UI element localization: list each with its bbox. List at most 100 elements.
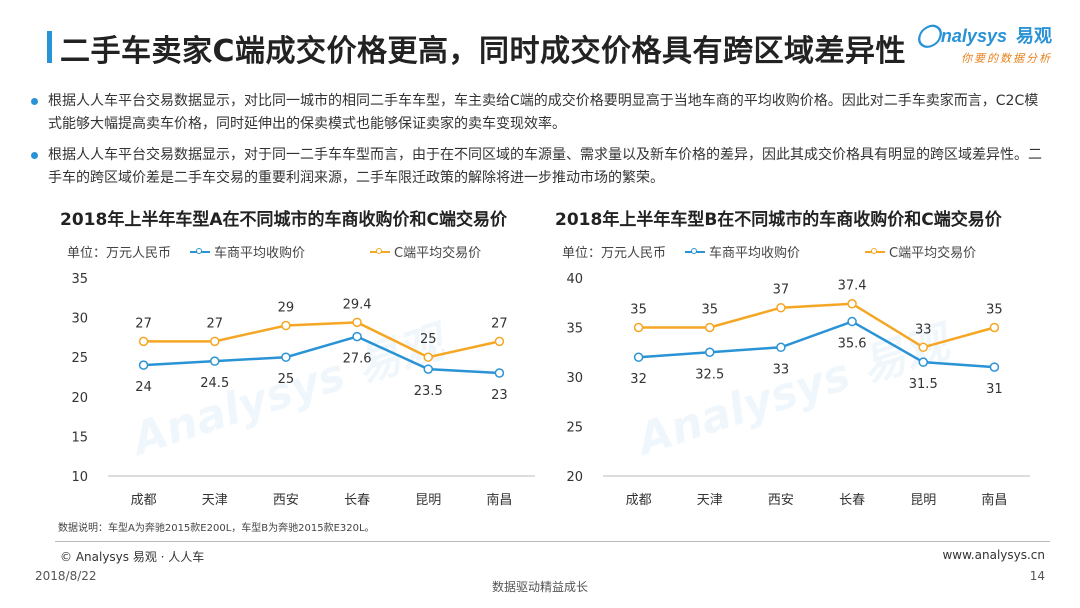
report-date: 2018/8/22 (35, 569, 97, 583)
unit-label: 单位：万元人民币 (562, 246, 667, 261)
logo-swirl-icon: ◯ (916, 22, 941, 47)
data-point (918, 357, 928, 367)
bullet-dot-icon (31, 152, 38, 159)
bullet-item: 根据人人车平台交易数据显示，对比同一城市的相同二手车车型，车主卖给C端的成交价格… (30, 90, 1050, 136)
data-label: 35.6 (838, 337, 867, 352)
logo-brand-text: ◯nalysys (916, 22, 1007, 47)
data-label: 37.4 (838, 279, 867, 294)
legend-line-icon (190, 247, 210, 254)
x-tick-label: 长春 (839, 493, 865, 508)
bullet-text: 根据人人车平台交易数据显示，对于同一二手车车型而言，由于在不同区域的车源量、需求… (48, 147, 1042, 186)
x-tick-label: 成都 (131, 493, 157, 508)
title-accent-bar (47, 31, 52, 63)
data-point (494, 368, 505, 378)
copyright-text: © Analysys 易观 · 人人车 (60, 550, 205, 564)
y-tick-label: 15 (71, 430, 88, 445)
x-tick-label: 成都 (626, 493, 652, 508)
data-label: 24 (135, 380, 152, 395)
series-line (638, 302, 995, 349)
data-point (989, 322, 1000, 333)
data-point (776, 342, 786, 353)
page-number: 14 (1029, 569, 1045, 583)
data-label: 33 (773, 362, 790, 377)
y-tick-label: 30 (71, 312, 88, 327)
data-label: 27 (491, 316, 508, 331)
data-point (210, 336, 220, 347)
legend-item-purchase: 车商平均收购价 (685, 242, 800, 261)
legend-line-icon (370, 247, 390, 254)
bullet-list: 根据人人车平台交易数据显示，对比同一城市的相同二手车车型，车主卖给C端的成交价格… (30, 90, 1050, 198)
footer-slogan: 数据驱动精益成长 (491, 580, 588, 594)
x-tick-label: 天津 (202, 493, 228, 508)
data-point (705, 347, 715, 357)
data-point (918, 342, 928, 353)
data-label: 27.6 (343, 352, 372, 367)
data-label: 29.4 (343, 297, 372, 312)
y-tick-label: 35 (71, 272, 88, 287)
chart-title: 2018年上半年车型A在不同城市的车商收购价和C端交易价 (60, 210, 507, 230)
x-tick-label: 昆明 (910, 493, 936, 508)
series-line (638, 320, 995, 369)
unit-label: 单位：万元人民币 (67, 246, 172, 261)
x-tick-label: 南昌 (981, 492, 1007, 508)
data-point (494, 336, 505, 347)
bullet-dot-icon (31, 98, 38, 105)
page-title: 二手车卖家C端成交价格更高，同时成交价格具有跨区域差异性 (60, 34, 907, 69)
x-tick-label: 西安 (273, 493, 299, 508)
x-tick-label: 南昌 (486, 492, 512, 508)
data-point (281, 320, 291, 331)
chart-title: 2018年上半年车型B在不同城市的车商收购价和C端交易价 (555, 210, 1002, 230)
x-tick-label: 昆明 (415, 493, 441, 508)
data-point (138, 336, 149, 347)
chart-model-a: 2018年上半年车型A在不同城市的车商收购价和C端交易价 单位：万元人民币 车商… (50, 205, 550, 535)
data-label: 37 (773, 283, 790, 298)
website-link[interactable]: www.analysys.cn (942, 548, 1045, 562)
data-label: 29 (278, 301, 295, 316)
data-label: 35 (986, 303, 1003, 318)
logo-cn-text: 易观 (1016, 26, 1052, 47)
legend-item-purchase: 车商平均收购价 (190, 242, 305, 261)
data-point (423, 364, 433, 374)
legend-item-c-price: C端平均交易价 (865, 242, 976, 261)
series-line (143, 321, 500, 359)
data-point (352, 317, 362, 328)
data-point (423, 352, 433, 362)
footer-divider (55, 541, 1050, 542)
legend-item-c-price: C端平均交易价 (370, 242, 481, 261)
data-label: 25 (278, 372, 295, 387)
data-label: 23.5 (414, 384, 443, 399)
data-label: 25 (420, 332, 437, 347)
data-label: 35 (701, 303, 718, 318)
data-label: 35 (630, 303, 647, 318)
y-tick-label: 25 (71, 351, 88, 366)
y-tick-label: 35 (566, 322, 583, 337)
y-tick-label: 10 (71, 470, 88, 485)
x-tick-label: 长春 (344, 493, 370, 508)
y-tick-label: 25 (566, 421, 583, 436)
line-chart-plot: 20 25 30 35 40 成都 天津 西安 长春 昆明 南昌 32 32.5 33 35.6 31.5 31… (566, 272, 1030, 508)
data-label: 27 (206, 316, 223, 331)
series-line (143, 335, 500, 375)
y-tick-label: 20 (566, 470, 583, 485)
logo-tagline: 你要的数据分析 (961, 52, 1052, 65)
data-label: 33 (915, 322, 932, 337)
data-point (989, 362, 1000, 372)
data-label: 32 (630, 372, 647, 387)
x-tick-label: 天津 (697, 493, 723, 508)
data-label: 31.5 (909, 377, 938, 392)
data-footnote: 数据说明：车型A为奔驰2015款E200L，车型B为奔驰2015款E320L。 (58, 523, 375, 534)
y-tick-label: 20 (71, 391, 88, 406)
data-label: 27 (135, 316, 152, 331)
data-point (633, 322, 644, 333)
y-tick-label: 40 (566, 272, 583, 287)
x-tick-label: 西安 (768, 493, 794, 508)
y-tick-label: 30 (566, 371, 583, 386)
bullet-text: 根据人人车平台交易数据显示，对比同一城市的相同二手车车型，车主卖给C端的成交价格… (48, 93, 1039, 132)
data-point (210, 356, 220, 366)
analysys-logo: ◯nalysys 易观 你要的数据分析 (916, 22, 1052, 66)
data-point (847, 316, 857, 327)
data-point (281, 352, 291, 362)
data-label: 24.5 (200, 376, 229, 391)
data-point (138, 360, 149, 370)
data-point (705, 322, 715, 333)
